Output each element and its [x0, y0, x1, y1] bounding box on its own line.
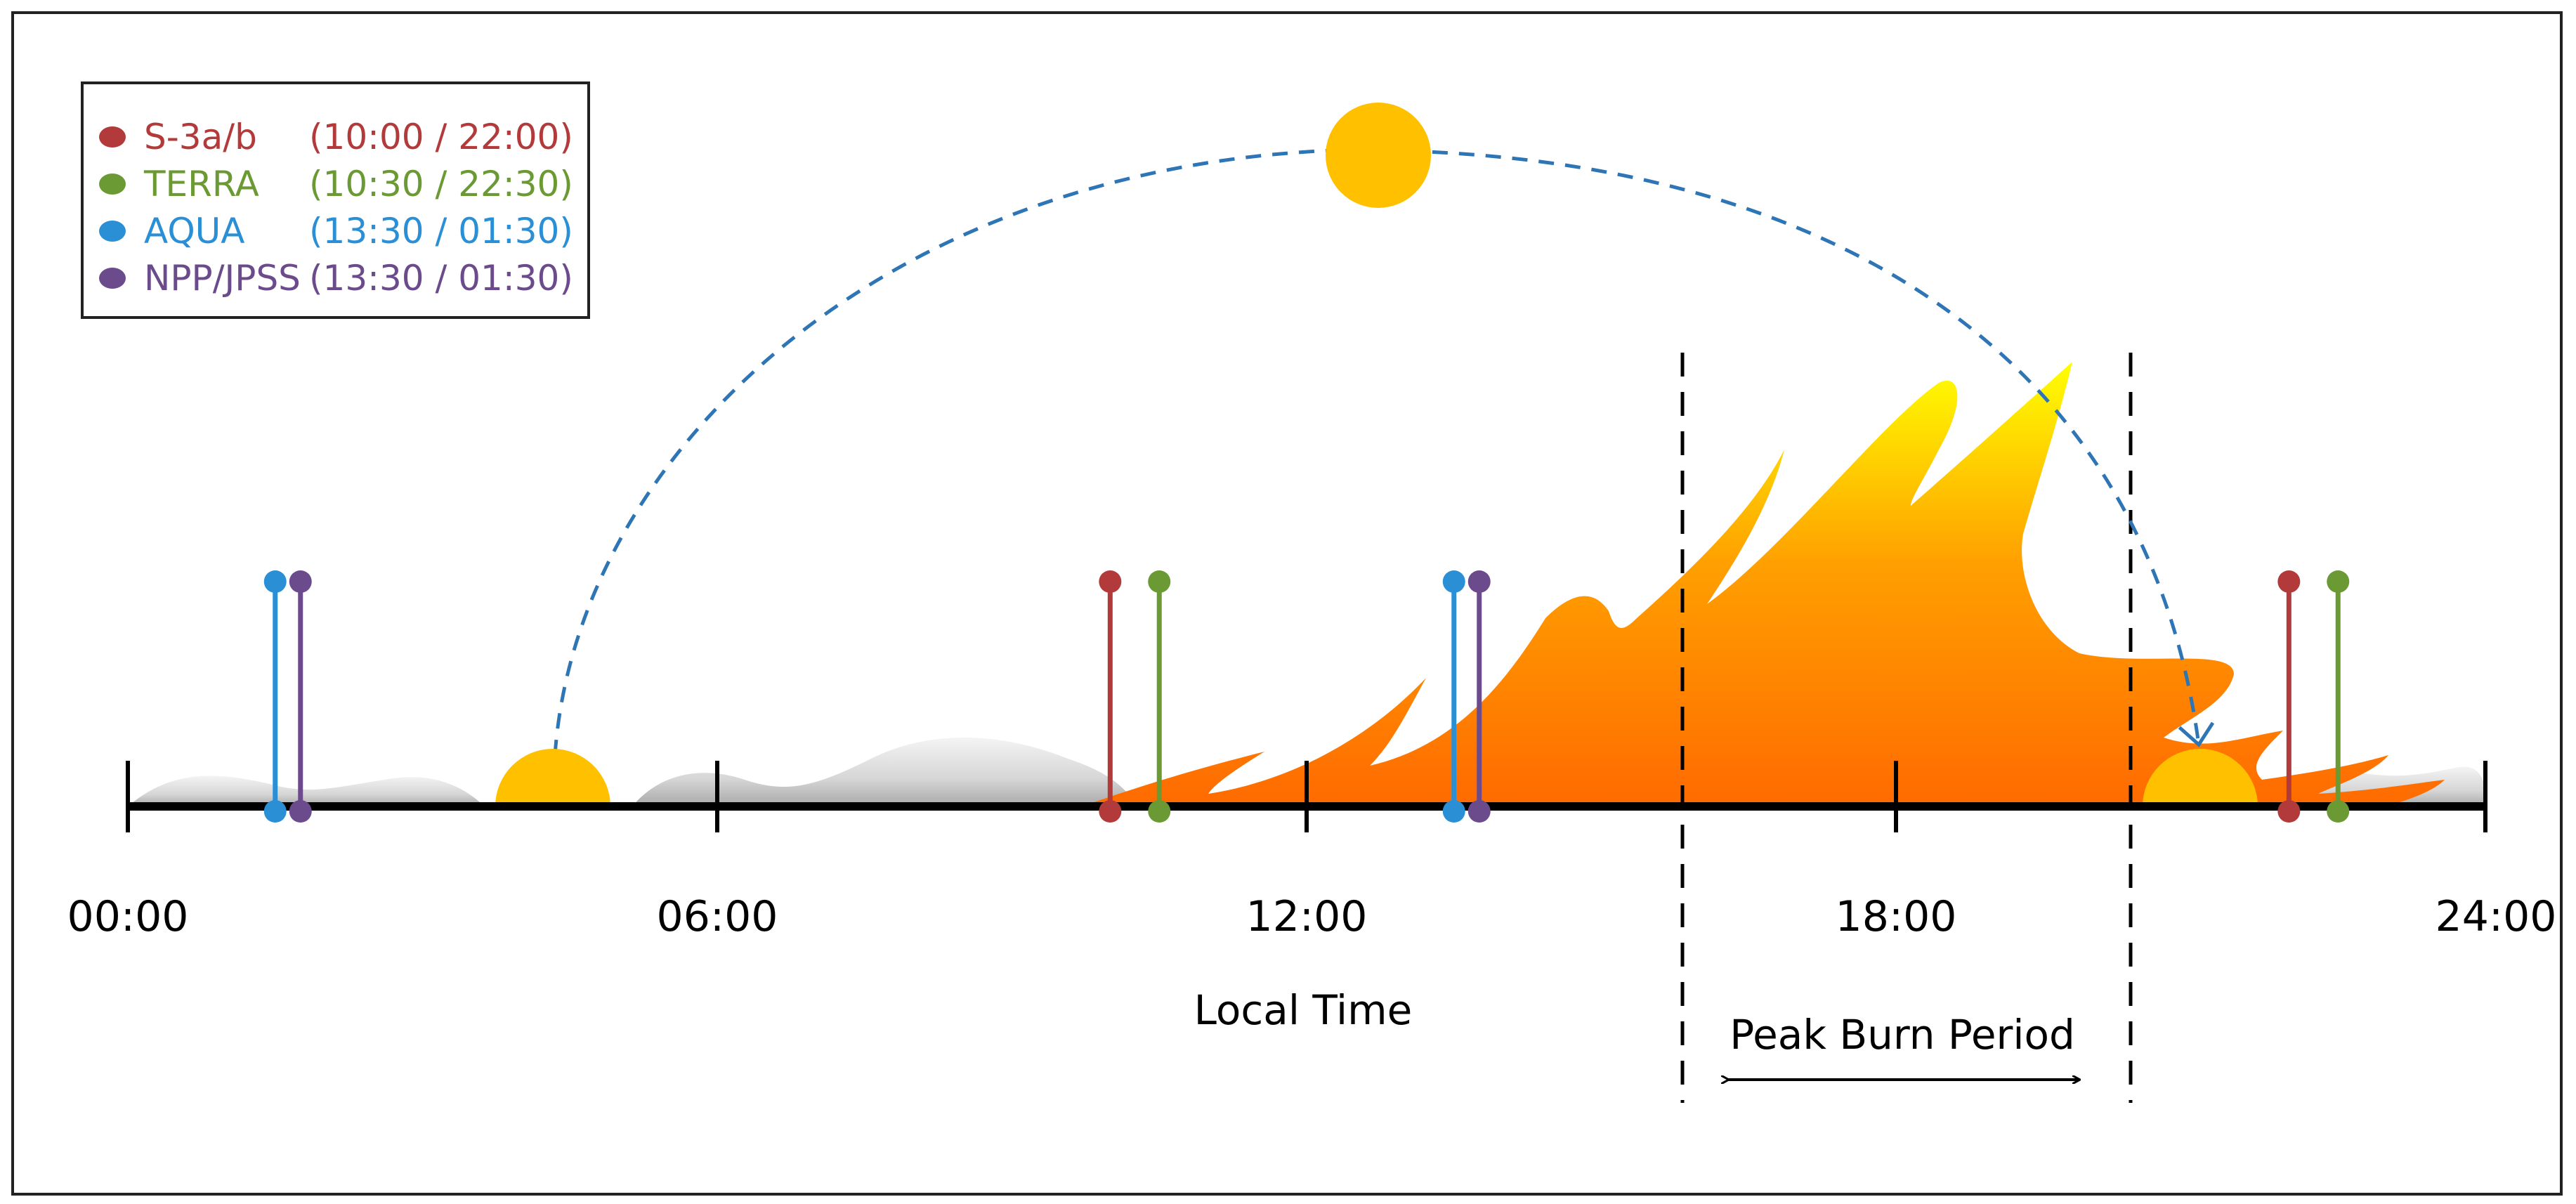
legend-name: AQUA	[144, 211, 244, 251]
legend-times: (10:30 / 22:30)	[309, 164, 573, 204]
legend-times: (10:00 / 22:00)	[309, 117, 573, 157]
peak-burn-label: Peak Burn Period	[1730, 1011, 2075, 1059]
tick-label: 06:00	[657, 892, 778, 941]
overpass-marker	[1467, 570, 1491, 823]
legend-marker	[99, 174, 126, 195]
fire-shape	[1082, 362, 2445, 806]
legend-name: NPP/JPSS	[144, 258, 301, 299]
time-axis: 00:00 06:00 12:00 18:00 24:00	[67, 761, 2557, 941]
overpass-marker	[2277, 570, 2301, 823]
legend-item: TERRA (10:30 / 22:30)	[99, 164, 573, 204]
overpass-marker	[1442, 570, 1465, 823]
sunrise-icon	[495, 749, 610, 806]
legend-marker	[99, 126, 126, 148]
overpass-marker	[2327, 570, 2350, 823]
tick-label: 12:00	[1246, 892, 1368, 941]
legend-times: (13:30 / 01:30)	[309, 211, 573, 251]
overpass-marker	[1148, 570, 1171, 823]
overpass-markers	[263, 570, 2350, 823]
overpass-marker	[263, 570, 287, 823]
legend-item: AQUA (13:30 / 01:30)	[99, 211, 573, 251]
legend-marker	[99, 268, 126, 289]
legend-times: (13:30 / 01:30)	[309, 258, 573, 299]
legend-item: NPP/JPSS (13:30 / 01:30)	[99, 258, 573, 299]
tick-label: 00:00	[67, 892, 189, 941]
legend-item: S-3a/b (10:00 / 22:00)	[99, 117, 573, 157]
sunset-icon	[2143, 749, 2258, 806]
tick-label: 18:00	[1836, 892, 1957, 941]
tick-label: 24:00	[2436, 892, 2557, 941]
legend: S-3a/b (10:00 / 22:00) TERRA (10:30 / 22:30…	[81, 81, 590, 319]
overpass-marker	[1099, 570, 1122, 823]
legend-box	[81, 81, 590, 319]
legend-name: S-3a/b	[144, 117, 257, 157]
legend-name: TERRA	[143, 164, 259, 204]
overpass-marker	[289, 570, 312, 823]
axis-title: Local Time	[1194, 986, 1413, 1034]
sun-icon	[1326, 103, 1431, 208]
legend-marker	[99, 221, 126, 242]
